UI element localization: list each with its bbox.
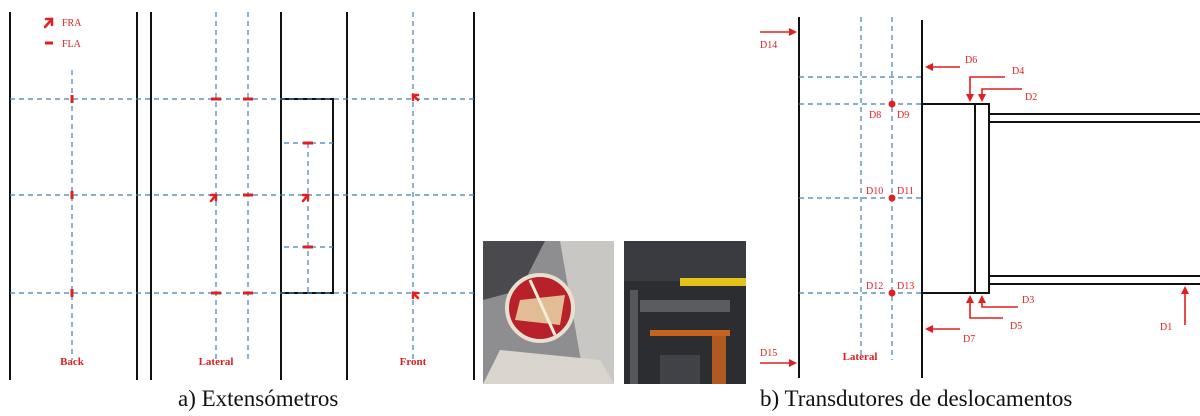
fra-gauge — [411, 291, 420, 300]
label-d4: D4 — [1012, 66, 1024, 77]
measurement-point — [888, 100, 896, 108]
panel-a-strain-gauges: FRA FLA Back Lateral Front — [9, 12, 475, 380]
photo-test-setup — [624, 241, 746, 384]
label-d14: D14 — [760, 40, 777, 51]
label-d5: D5 — [1010, 321, 1022, 332]
face-label-lateral: Lateral — [199, 356, 234, 368]
fra-gauge — [301, 193, 310, 203]
panel-a-gridlines — [10, 12, 474, 360]
transducer-arrows — [760, 28, 1189, 367]
label-d13: D13 — [897, 281, 914, 292]
arrow-d2 — [978, 88, 1022, 102]
fra-legend-icon — [43, 17, 54, 29]
fra-gauge — [209, 193, 218, 203]
fra-gauge — [411, 93, 420, 102]
arrow-d5 — [966, 295, 1003, 319]
fla-gauges — [70, 95, 313, 297]
measurement-point — [888, 289, 896, 297]
fra-gauges — [209, 93, 420, 300]
fra-legend-label: FRA — [62, 18, 82, 29]
fla-legend-label: FLA — [62, 39, 82, 50]
panel-a-structure — [9, 12, 475, 380]
label-d12: D12 — [866, 281, 883, 292]
label-d3: D3 — [1022, 295, 1034, 306]
label-d11: D11 — [897, 186, 914, 197]
label-d8: D8 — [869, 110, 881, 121]
face-label-back: Back — [60, 356, 85, 368]
label-d2: D2 — [1025, 92, 1037, 103]
measurement-points — [888, 100, 896, 297]
label-d9: D9 — [897, 110, 909, 121]
label-d7: D7 — [963, 334, 975, 345]
panel-b-transducers: D14 D6 D4 D2 D8 D9 D10 D11 D12 D13 D3 D5… — [760, 17, 1200, 378]
panel-b-gridlines — [799, 17, 922, 360]
label-d1: D1 — [1160, 322, 1172, 333]
legend: FRA FLA — [43, 17, 82, 50]
caption-a: a) Extensómetros — [178, 386, 339, 411]
measurement-point — [888, 194, 896, 202]
photo-strain-gauge — [483, 241, 614, 384]
panel-b-structure — [798, 17, 1200, 378]
label-d6: D6 — [965, 55, 977, 66]
face-label-front: Front — [400, 356, 427, 368]
arrow-d3 — [978, 295, 1018, 308]
label-d10: D10 — [866, 186, 883, 197]
caption-b: b) Transdutores de deslocamentos — [760, 386, 1073, 411]
arrow-d4 — [966, 76, 1005, 102]
label-d15: D15 — [760, 348, 777, 359]
face-label-lateral-b: Lateral — [843, 351, 878, 363]
